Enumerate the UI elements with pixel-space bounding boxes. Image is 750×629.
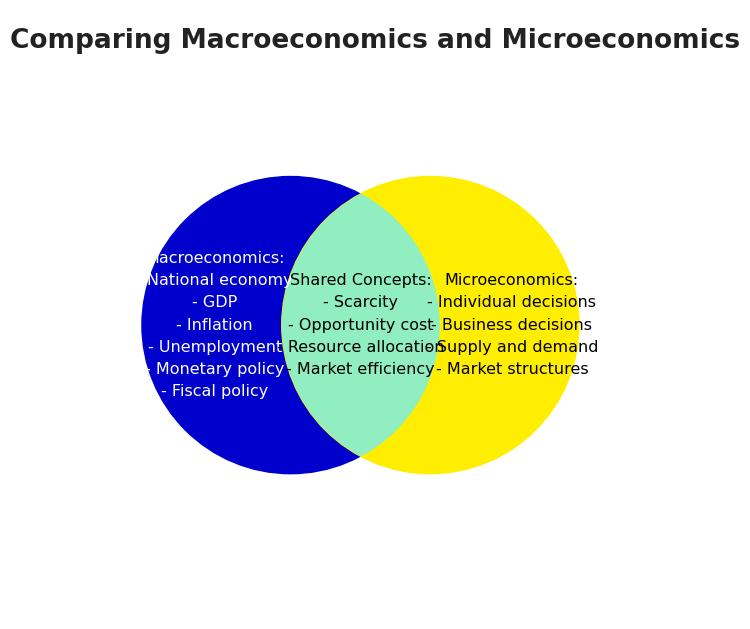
Text: Microeconomics:
- Individual decisions
- Business decisions
- Supply and demand
: Microeconomics: - Individual decisions -… (426, 273, 598, 377)
Text: Comparing Macroeconomics and Microeconomics: Comparing Macroeconomics and Microeconom… (10, 28, 740, 54)
Ellipse shape (142, 177, 439, 474)
Ellipse shape (142, 177, 439, 474)
Text: Shared Concepts:
- Scarcity
- Opportunity cost
- Resource allocation
- Market ef: Shared Concepts: - Scarcity - Opportunit… (277, 273, 444, 377)
Text: Macroeconomics:
- National economy
- GDP
- Inflation
- Unemployment
- Monetary p: Macroeconomics: - National economy - GDP… (136, 251, 293, 399)
Ellipse shape (282, 177, 579, 474)
